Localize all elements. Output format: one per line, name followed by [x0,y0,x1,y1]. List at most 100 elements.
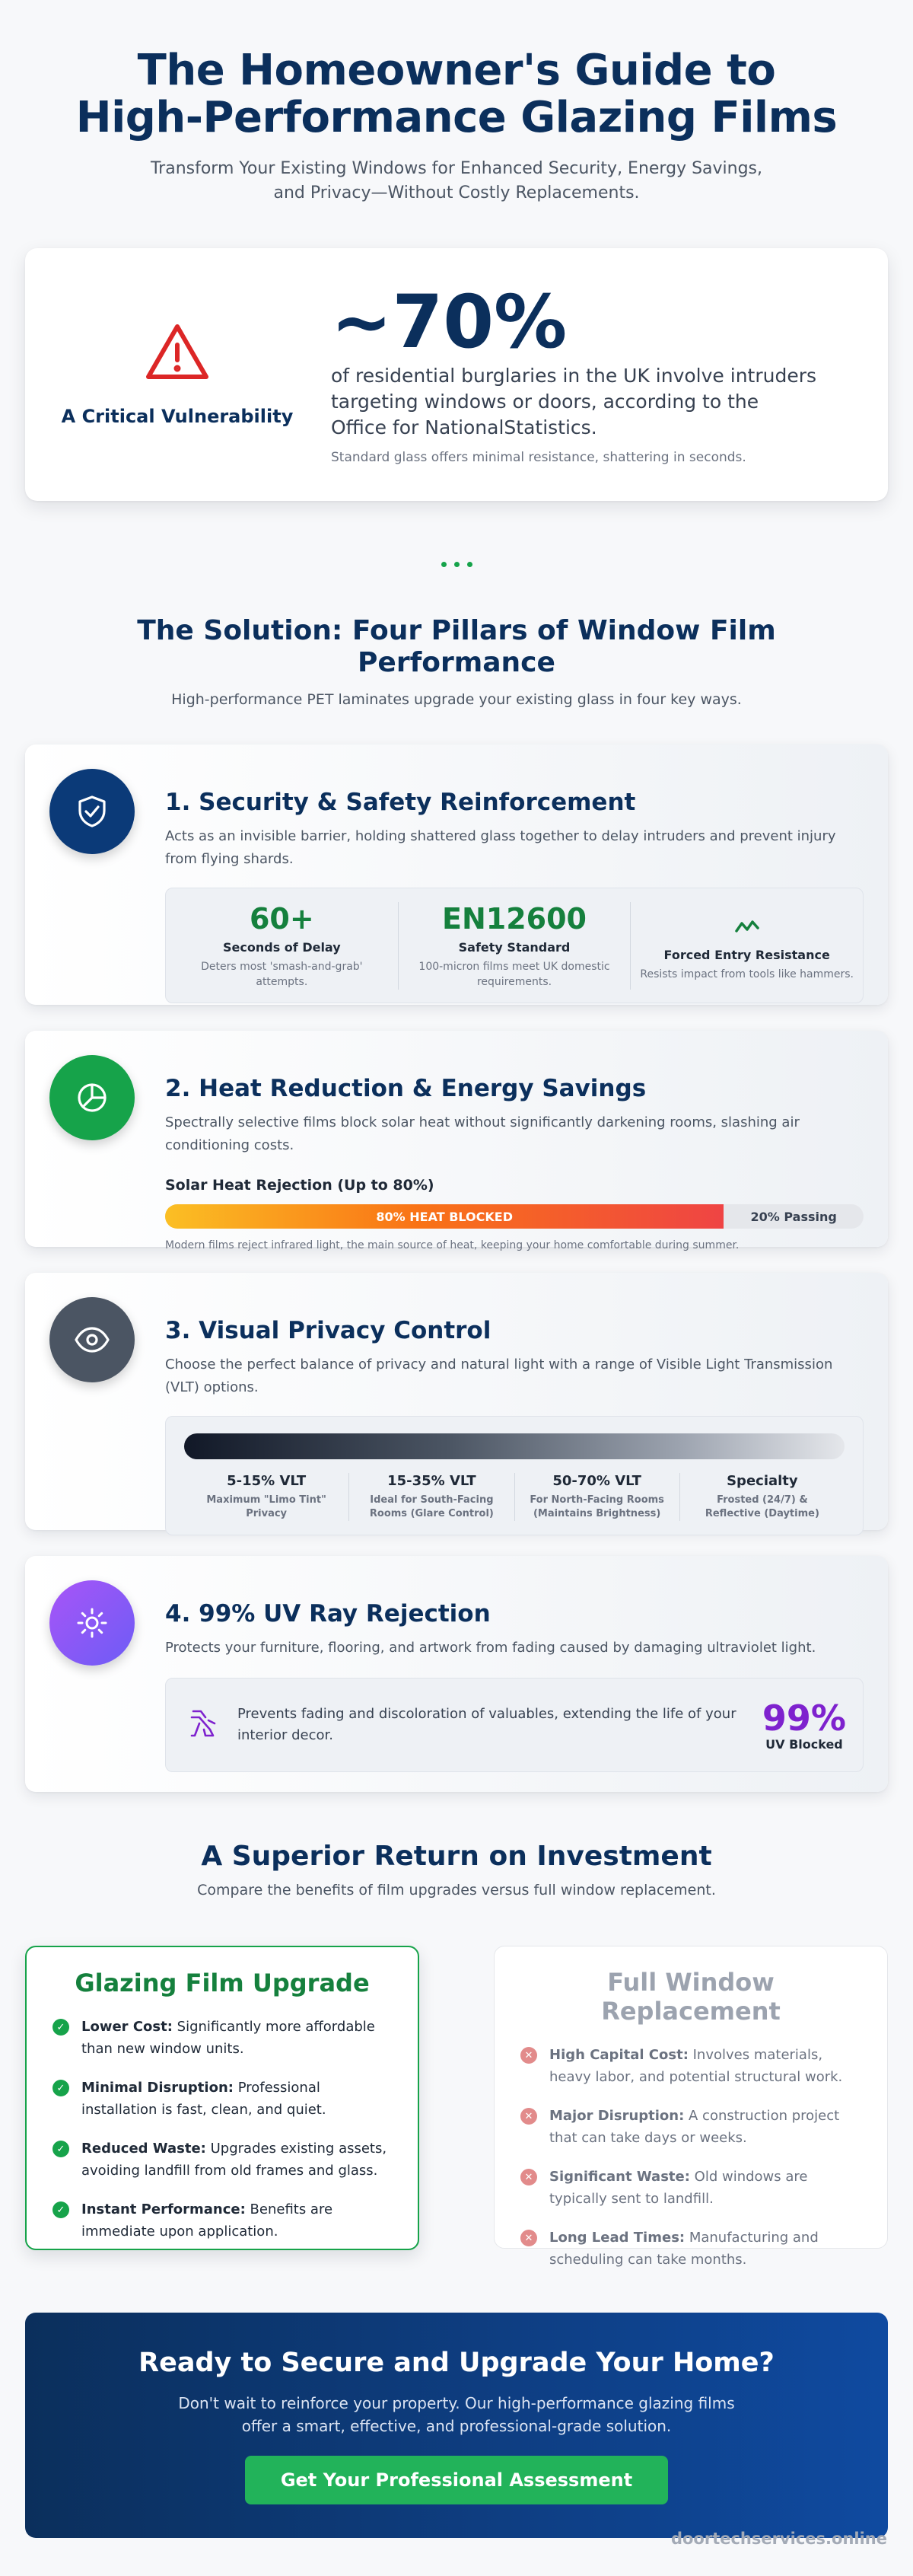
vulnerability-stat-block: ~70% of residential burglaries in the UK… [329,284,857,465]
uv-blocked-stat: 99% UV Blocked [762,1699,846,1752]
vlt-option-desc-line: Frosted (24/7) & [717,1494,808,1506]
glass-note: Standard glass offers minimal resistance… [331,450,746,465]
vlt-option: 50-70% VLT For North-Facing Rooms (Mainta… [515,1473,680,1521]
metric-forced-entry: Forced Entry Resistance Resists impact f… [631,910,863,982]
vlt-option-desc: Frosted (24/7) & Reflective (Daytime) [680,1494,845,1521]
vlt-options: 5-15% VLT Maximum "Limo Tint" Privacy 15-… [165,1416,864,1535]
drawback-heading: Significant Waste: [549,2169,690,2185]
x-icon: ✕ [520,2230,537,2246]
uv-blocked-value: 99% [762,1697,846,1739]
metric-standard: EN12600 Safety Standard 100-micron films… [399,901,631,990]
window-replacement-title: Full Window Replacement [601,1968,781,2026]
pillar-security-desc: Acts as an invisible barrier, holding sh… [165,828,836,867]
vlt-option-desc-line: (Maintains Brightness) [533,1508,661,1519]
sun-icon [49,1580,135,1666]
vlt-option-desc-line: Rooms (Glare Control) [369,1508,494,1519]
metric-standard-value: EN12600 [442,901,587,936]
vulnerability-label: A Critical Vulnerability [61,406,294,427]
list-item: ✓ Instant Performance: Benefits are immed… [52,2198,392,2243]
solution-title-line-1: The Solution: Four Pillars of Window Fil… [137,615,776,646]
solution-subtitle: High-performance PET laminates upgrade y… [171,691,742,708]
benefit-heading: Lower Cost: [81,2019,173,2035]
film-benefits-list: ✓ Lower Cost: Significantly more affordab… [52,2016,392,2243]
benefit-text: Significantly more affordable than new w… [81,2019,375,2057]
drawback-text: Old windows are typically sent to landfi… [549,2169,808,2207]
roi-heading: A Superior Return on Investment Compare … [25,1841,888,1899]
pillar-privacy-title: 3. Visual Privacy Control [165,1317,491,1344]
fading-hand-icon [187,1707,221,1743]
metric-standard-desc: 100-micron films meet UK domestic requir… [418,960,610,988]
vlt-option-title: 15-35% VLT [387,1473,476,1489]
check-icon: ✓ [52,2019,69,2036]
drawback-text: Manufacturing and scheduling can take mo… [549,2230,819,2268]
cta-banner: Ready to Secure and Upgrade Your Home? D… [25,2313,888,2538]
page-title-line-2: High-Performance Glazing Films [75,93,838,142]
list-item: ✓ Lower Cost: Significantly more affordab… [52,2016,392,2060]
hero-header: The Homeowner's Guide to High-Performanc… [25,0,888,206]
x-icon: ✕ [520,2108,537,2125]
burglary-description-line-1: of residential burglaries in the UK invo… [331,365,817,387]
pie-chart-icon [49,1055,135,1140]
vlt-columns: 5-15% VLT Maximum "Limo Tint" Privacy 15-… [184,1473,845,1521]
solution-title: The Solution: Four Pillars of Window Fil… [25,615,888,679]
footer-domain: doortechservices.online [670,2530,887,2548]
window-replacement-card: Full Window Replacement ✕ High Capital Co… [494,1946,888,2268]
vlt-option-desc-line: For North-Facing Rooms [530,1494,664,1506]
get-assessment-button[interactable]: Get Your Professional Assessment [245,2456,668,2504]
page-title-line-1: The Homeowner's Guide to [137,46,776,95]
benefit-heading: Reduced Waste: [81,2141,206,2157]
burglary-percentage: ~70% [331,279,568,365]
pillar-privacy: 3. Visual Privacy Control Choose the per… [25,1273,888,1535]
list-item: ✓ Minimal Disruption: Professional instal… [52,2077,392,2121]
cta-title: Ready to Secure and Upgrade Your Home? [138,2348,775,2378]
comparison-section: Glazing Film Upgrade ✓ Lower Cost: Signif… [25,1946,888,2268]
cta-text: Don't wait to reinforce your property. O… [25,2392,888,2437]
roi-title: A Superior Return on Investment [201,1841,712,1872]
drawback-heading: High Capital Cost: [549,2047,689,2063]
heat-passing-segment: 20% Passing [750,1209,837,1224]
warning-triangle-icon [144,322,211,386]
vlt-option: 15-35% VLT Ideal for South-Facing Rooms (… [349,1473,515,1521]
cta-text-line-2: offer a smart, effective, and profession… [241,2417,672,2435]
drawback-heading: Long Lead Times: [549,2230,686,2246]
check-icon: ✓ [52,2201,69,2218]
film-upgrade-card: Glazing Film Upgrade ✓ Lower Cost: Signif… [25,1946,419,2250]
heat-bar-label: Solar Heat Rejection (Up to 80%) [165,1177,434,1194]
metric-forced-entry-desc: Resists impact from tools like hammers. [640,968,854,980]
pillar-security-title: 1. Security & Safety Reinforcement [165,789,636,816]
check-icon: ✓ [52,2141,69,2157]
check-icon: ✓ [52,2080,69,2096]
vlt-option-title: 5-15% VLT [227,1473,307,1489]
list-item: ✕ Long Lead Times: Manufacturing and sche… [520,2227,861,2271]
vlt-option-desc-line: Privacy [246,1508,288,1519]
vulnerability-label-block: A Critical Vulnerability [25,322,329,427]
film-upgrade-title: Glazing Film Upgrade [75,1969,370,1997]
trend-zigzag-icon [640,910,854,943]
pillar-heat-desc: Spectrally selective films block solar h… [165,1114,800,1153]
pillar-privacy-desc: Choose the perfect balance of privacy an… [165,1357,833,1395]
replacement-drawbacks-list: ✕ High Capital Cost: Involves materials, … [520,2044,861,2271]
heat-rejection-bar: 80% HEAT BLOCKED 20% Passing [165,1204,864,1229]
cta-text-line-1: Don't wait to reinforce your property. O… [178,2394,735,2412]
vlt-option-desc-line: Ideal for South-Facing [370,1494,494,1506]
pillar-uv-desc: Protects your furniture, flooring, and a… [165,1640,816,1656]
benefit-heading: Instant Performance: [81,2201,246,2217]
pillar-uv-title: 4. 99% UV Ray Rejection [165,1600,491,1628]
vlt-option-desc: Maximum "Limo Tint" Privacy [184,1494,348,1521]
benefit-text: Upgrades existing assets, avoiding landf… [81,2141,387,2179]
shield-check-icon [49,769,135,854]
metric-delay-value: 60+ [249,901,314,936]
security-metrics: 60+ Seconds of Delay Deters most 'smash-… [165,888,864,1003]
pillar-security: 1. Security & Safety Reinforcement Acts … [25,744,888,1005]
benefit-text: Professional installation is fast, clean… [81,2080,326,2118]
x-icon: ✕ [520,2169,537,2185]
list-item: ✕ Major Disruption: A construction projec… [520,2105,861,2149]
pillar-heat-title: 2. Heat Reduction & Energy Savings [165,1075,647,1102]
vulnerability-stat-card: A Critical Vulnerability ~70% of residen… [25,248,888,501]
x-icon: ✕ [520,2047,537,2064]
benefit-heading: Minimal Disruption: [81,2080,234,2096]
uv-blocked-label: UV Blocked [765,1736,843,1752]
list-item: ✕ High Capital Cost: Involves materials, … [520,2044,861,2088]
vlt-option-desc-line: Reflective (Daytime) [705,1508,819,1519]
solution-title-line-2: Performance [358,647,555,678]
